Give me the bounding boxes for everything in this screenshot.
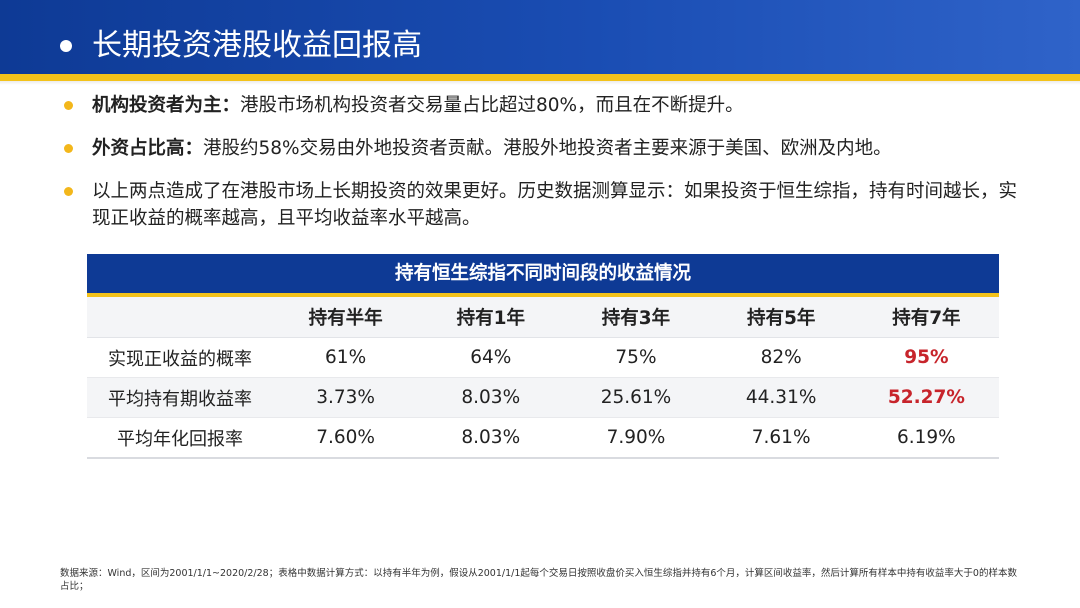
bullet-item: 以上两点造成了在港股市场上长期投资的效果更好。历史数据测算显示：如果投资于恒生综…	[60, 178, 1020, 232]
table-cell: 44.31%	[708, 377, 854, 418]
column-header	[87, 297, 273, 338]
bullet-lead: 机构投资者为主：	[92, 95, 241, 116]
row-label: 平均持有期收益率	[87, 377, 273, 418]
header-bar: 长期投资港股收益回报高	[0, 0, 1080, 74]
table-cell: 82%	[708, 337, 854, 378]
bullet-body: 以上两点造成了在港股市场上长期投资的效果更好。历史数据测算显示：如果投资于恒生综…	[92, 181, 1018, 229]
table-cell: 7.61%	[708, 417, 854, 459]
table-accent-stripe	[87, 293, 999, 297]
column-header: 持有3年	[563, 297, 709, 338]
page-title: 长期投资港股收益回报高	[92, 28, 422, 63]
bullet-dot-icon	[64, 187, 73, 196]
table-row: 平均年化回报率 7.60% 8.03% 7.90% 7.61% 6.19%	[87, 417, 999, 459]
table-title: 持有恒生综指不同时间段的收益情况	[87, 254, 999, 293]
highlighted-cell: 52.27%	[853, 377, 999, 418]
bullet-dot-icon	[64, 101, 73, 110]
bullet-body: 港股市场机构投资者交易量占比超过80%，而且在不断提升。	[240, 95, 744, 116]
returns-table: 持有恒生综指不同时间段的收益情况 持有半年 持有1年 持有3年 持有5年 持有7…	[87, 254, 999, 459]
row-label: 平均年化回报率	[87, 417, 273, 459]
table-row: 实现正收益的概率 61% 64% 75% 82% 95%	[87, 337, 999, 378]
bullet-dot-icon	[64, 144, 73, 153]
table-cell: 8.03%	[418, 417, 564, 459]
table-header-row: 持有半年 持有1年 持有3年 持有5年 持有7年	[87, 297, 999, 338]
header-shadow	[0, 81, 1080, 85]
column-header: 持有5年	[708, 297, 854, 338]
table-row: 平均持有期收益率 3.73% 8.03% 25.61% 44.31% 52.27…	[87, 377, 999, 418]
table-cell: 75%	[563, 337, 709, 378]
column-header: 持有半年	[273, 297, 419, 338]
bullet-list: 机构投资者为主：港股市场机构投资者交易量占比超过80%，而且在不断提升。 外资占…	[60, 92, 1020, 248]
table-cell: 61%	[273, 337, 419, 378]
bullet-lead: 外资占比高：	[92, 138, 204, 159]
bullet-item: 机构投资者为主：港股市场机构投资者交易量占比超过80%，而且在不断提升。	[60, 92, 1020, 119]
source-footnote: 数据来源：Wind，区间为2001/1/1~2020/2/28；表格中数据计算方…	[60, 568, 1017, 592]
title-bullet-icon	[60, 40, 72, 52]
table-cell: 7.90%	[563, 417, 709, 459]
bullet-item: 外资占比高：港股约58%交易由外地投资者贡献。港股外地投资者主要来源于美国、欧洲…	[60, 135, 1020, 162]
row-label: 实现正收益的概率	[87, 337, 273, 378]
table-cell: 6.19%	[853, 417, 999, 459]
table-cell: 3.73%	[273, 377, 419, 418]
column-header: 持有1年	[418, 297, 564, 338]
header-accent-stripe	[0, 74, 1080, 81]
column-header: 持有7年	[853, 297, 999, 338]
bullet-body: 港股约58%交易由外地投资者贡献。港股外地投资者主要来源于美国、欧洲及内地。	[203, 138, 892, 159]
table-cell: 64%	[418, 337, 564, 378]
table-cell: 7.60%	[273, 417, 419, 459]
table-cell: 25.61%	[563, 377, 709, 418]
table-cell: 8.03%	[418, 377, 564, 418]
highlighted-cell: 95%	[853, 337, 999, 378]
returns-grid: 持有半年 持有1年 持有3年 持有5年 持有7年 实现正收益的概率 61% 64…	[87, 297, 999, 459]
